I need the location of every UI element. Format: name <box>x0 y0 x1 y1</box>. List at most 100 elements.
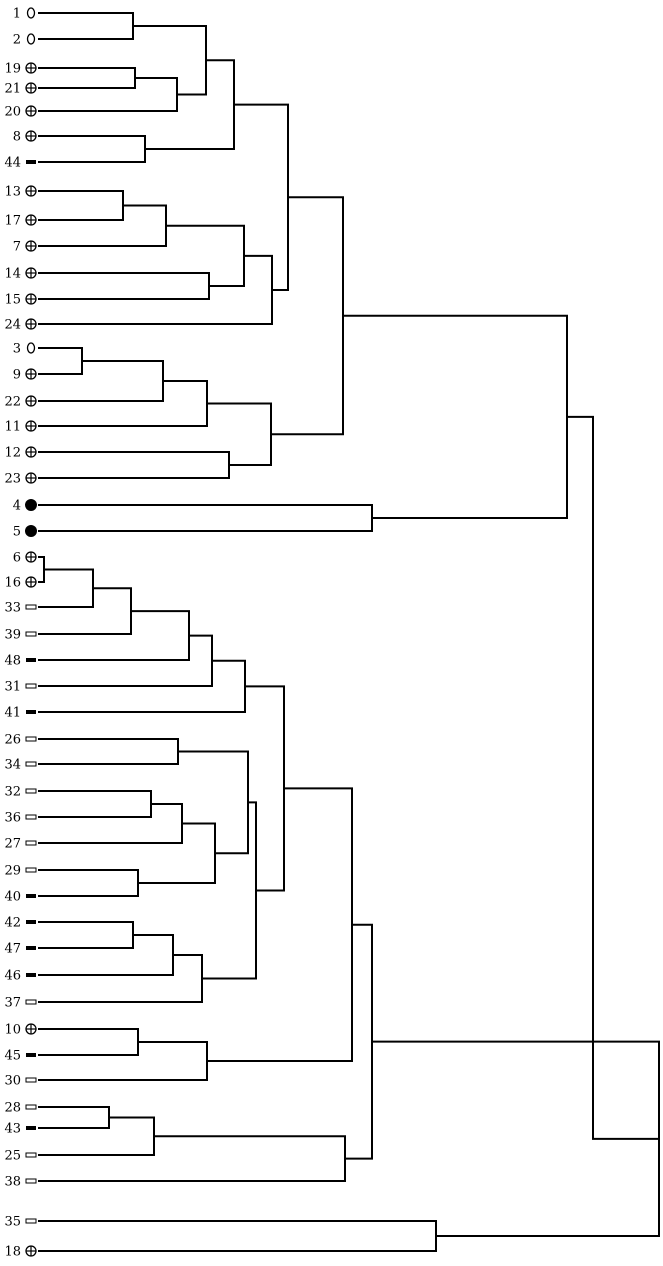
leaf-23: 23 <box>4 472 37 487</box>
cluster-link <box>38 1041 208 1081</box>
cluster-link <box>38 556 45 583</box>
leaf-label: 9 <box>13 368 21 383</box>
circle-plus-icon <box>25 395 37 407</box>
leaf-25: 25 <box>4 1149 37 1164</box>
leaf-label: 3 <box>13 342 21 357</box>
cluster-link <box>133 25 207 96</box>
leaf-label: 19 <box>4 62 21 77</box>
cluster-link <box>245 685 285 892</box>
leaf-label: 17 <box>4 214 21 229</box>
cluster-link <box>38 954 203 1003</box>
filled-bar-icon <box>26 1053 36 1057</box>
leaf-44: 44 <box>4 156 36 171</box>
leaf-label: 39 <box>4 628 21 643</box>
open-bar-icon <box>25 1178 37 1184</box>
filled-circle-icon <box>25 499 37 511</box>
leaf-label: 29 <box>4 864 21 879</box>
leaf-label: 24 <box>4 318 21 333</box>
cluster-link <box>38 803 183 844</box>
circle-plus-icon <box>25 551 37 563</box>
leaf-label: 48 <box>4 654 21 669</box>
circle-plus-icon <box>25 472 37 484</box>
cluster-link <box>38 380 208 427</box>
filled-bar-icon <box>26 1126 36 1130</box>
leaf-label: 40 <box>4 890 21 905</box>
cluster-link <box>178 750 249 855</box>
cluster-link <box>166 224 245 287</box>
cluster-link <box>234 103 289 291</box>
filled-bar-icon <box>26 894 36 898</box>
circle-plus-icon <box>25 267 37 279</box>
open-bar-icon <box>25 1218 37 1224</box>
cluster-link <box>38 190 124 221</box>
circle-plus-icon <box>25 293 37 305</box>
leaf-label: 28 <box>4 1101 21 1116</box>
open-ellipse-icon <box>26 7 36 19</box>
leaf-26: 26 <box>4 733 37 748</box>
filled-bar-icon <box>26 658 36 662</box>
leaf-label: 32 <box>4 785 21 800</box>
circle-plus-icon <box>25 368 37 380</box>
leaf-6: 6 <box>13 551 37 566</box>
leaf-label: 13 <box>4 185 21 200</box>
circle-plus-icon <box>25 1245 37 1257</box>
leaf-11: 11 <box>4 420 37 435</box>
leaf-label: 43 <box>4 1122 21 1137</box>
cluster-link <box>343 314 568 519</box>
cluster-link <box>38 347 83 375</box>
filled-circle-icon <box>25 525 37 537</box>
leaf-label: 41 <box>4 706 21 721</box>
cluster-link <box>271 196 344 436</box>
leaf-48: 48 <box>4 654 36 669</box>
cluster-link <box>38 272 210 300</box>
leaf-42: 42 <box>4 916 36 931</box>
circle-plus-icon <box>25 185 37 197</box>
leaf-label: 35 <box>4 1215 21 1230</box>
open-bar-icon <box>25 814 37 820</box>
leaf-label: 14 <box>4 267 21 282</box>
circle-plus-icon <box>25 62 37 74</box>
leaf-39: 39 <box>4 628 37 643</box>
cluster-link <box>345 923 373 1160</box>
leaf-36: 36 <box>4 811 37 826</box>
cluster-link <box>207 402 272 466</box>
leaf-24: 24 <box>4 318 37 333</box>
open-bar-icon <box>25 1152 37 1158</box>
leaf-label: 34 <box>4 758 21 773</box>
open-bar-icon <box>25 631 37 637</box>
open-bar-icon <box>25 604 37 610</box>
circle-plus-icon <box>25 576 37 588</box>
leaf-label: 23 <box>4 472 21 487</box>
open-bar-icon <box>25 1077 37 1083</box>
leaf-label: 15 <box>4 293 21 308</box>
cluster-link <box>38 360 164 402</box>
open-bar-icon <box>25 761 37 767</box>
leaf-5: 5 <box>13 525 37 540</box>
leaf-label: 2 <box>13 33 21 48</box>
cluster-link <box>38 568 94 608</box>
cluster-link <box>38 1106 110 1129</box>
leaf-label: 46 <box>4 969 21 984</box>
leaf-34: 34 <box>4 758 37 773</box>
leaf-47: 47 <box>4 942 36 957</box>
cluster-link <box>38 451 230 479</box>
cluster-link <box>145 59 235 150</box>
leaf-label: 20 <box>4 105 21 120</box>
cluster-link <box>38 1116 155 1156</box>
leaf-3: 3 <box>13 342 36 357</box>
leaf-10: 10 <box>4 1023 37 1038</box>
cluster-link <box>38 1135 346 1182</box>
circle-plus-icon <box>25 1023 37 1035</box>
leaf-32: 32 <box>4 785 37 800</box>
cluster-link <box>567 415 659 1140</box>
leaf-label: 47 <box>4 942 21 957</box>
leaf-label: 42 <box>4 916 21 931</box>
leaf-33: 33 <box>4 601 37 616</box>
leaf-7: 7 <box>13 240 37 255</box>
cluster-link <box>207 787 353 1062</box>
circle-plus-icon <box>25 446 37 458</box>
leaf-label: 44 <box>4 156 21 171</box>
leaf-label: 11 <box>4 420 21 435</box>
leaf-label: 33 <box>4 601 21 616</box>
leaf-13: 13 <box>4 185 37 200</box>
